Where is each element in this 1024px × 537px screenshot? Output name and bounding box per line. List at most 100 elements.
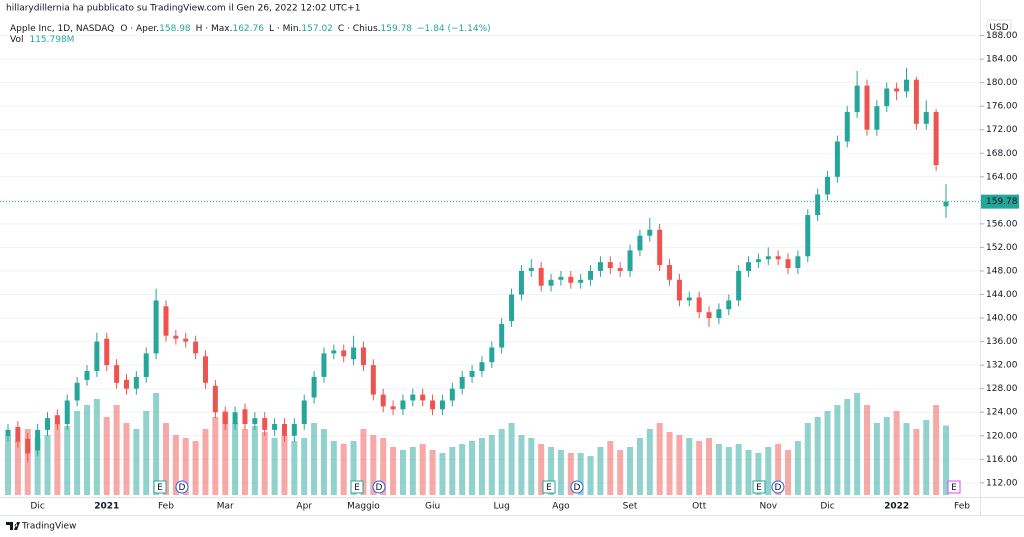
volume-bar xyxy=(834,405,841,495)
volume-bar xyxy=(686,438,693,495)
volume-bar xyxy=(261,432,268,495)
candle-body xyxy=(252,418,258,425)
candle-body xyxy=(637,235,643,251)
candle-body xyxy=(380,394,386,407)
volume-bar xyxy=(459,444,466,495)
close-label: C · Chius. xyxy=(338,24,381,34)
y-tick-label: 184.00 xyxy=(986,55,1018,65)
x-tick-label: Nov xyxy=(759,502,777,512)
x-tick-label: Ago xyxy=(552,502,570,512)
y-tick-label: 180.00 xyxy=(986,78,1018,88)
event-label: D xyxy=(376,483,383,493)
candle-body xyxy=(696,297,702,313)
high-value: 162.76 xyxy=(232,24,264,34)
candle-body xyxy=(479,362,485,372)
y-tick-label: 144.00 xyxy=(986,290,1018,300)
volume-bar xyxy=(854,393,861,495)
candle-body xyxy=(74,382,80,401)
candle-body xyxy=(114,365,120,383)
candle-body xyxy=(825,176,831,195)
candle-body xyxy=(370,365,376,395)
x-tick-label: 2022 xyxy=(884,502,909,512)
volume-bar xyxy=(518,435,525,495)
x-tick-label: Lug xyxy=(494,502,510,512)
volume-bar xyxy=(745,450,752,495)
x-tick-label: Mar xyxy=(217,502,234,512)
candle-body xyxy=(25,438,31,454)
candle-body xyxy=(133,376,139,389)
volume-bar xyxy=(755,453,762,495)
volume-bar xyxy=(370,435,377,495)
volume-bar xyxy=(202,429,209,495)
volume-bar xyxy=(785,450,792,495)
event-label: D xyxy=(574,483,581,493)
volume-bar xyxy=(390,447,397,495)
candle-body xyxy=(321,353,327,377)
currency-box[interactable] xyxy=(986,19,1012,35)
volume-bar xyxy=(5,435,11,495)
y-tick-label: 124.00 xyxy=(986,408,1018,418)
candle-body xyxy=(202,356,208,383)
y-tick-label: 140.00 xyxy=(986,314,1018,324)
volume-bar xyxy=(943,425,949,495)
volume-bar xyxy=(538,444,545,495)
volume-bar xyxy=(864,405,871,495)
volume-bar xyxy=(557,450,564,495)
volume-bar xyxy=(192,441,199,495)
candle-body xyxy=(5,429,11,436)
candle-body xyxy=(815,194,821,216)
y-tick-label: 188.00 xyxy=(986,31,1018,41)
candle-body xyxy=(716,309,722,319)
earnings-marker xyxy=(947,480,961,494)
y-tick-label: 132.00 xyxy=(986,361,1018,371)
volume-bar xyxy=(933,405,940,495)
earnings-marker xyxy=(542,480,556,494)
candle-body xyxy=(657,229,663,266)
candle-body xyxy=(538,268,544,286)
x-tick-label: Set xyxy=(623,502,638,512)
candle-body xyxy=(281,424,287,436)
event-label: E xyxy=(354,483,360,493)
candle-body xyxy=(854,85,860,113)
candle-body xyxy=(459,376,465,389)
candle-body xyxy=(104,338,110,366)
candle-body xyxy=(736,270,742,301)
volume-legend: Vol 115.798M xyxy=(10,35,74,45)
volume-bar xyxy=(311,423,318,495)
candle-body xyxy=(64,400,70,425)
y-tick-label: 156.00 xyxy=(986,219,1018,229)
low-value: 157.02 xyxy=(301,24,333,34)
candle-body xyxy=(489,347,495,363)
volume-bar xyxy=(923,420,930,495)
event-label: D xyxy=(775,483,782,493)
y-tick-label: 136.00 xyxy=(986,337,1018,347)
volume-bar xyxy=(794,441,801,495)
volume-bar xyxy=(113,405,120,495)
y-tick-label: 164.00 xyxy=(986,172,1018,182)
volume-bar xyxy=(646,429,653,495)
volume-bar xyxy=(212,417,219,495)
x-tick-label: Maggio xyxy=(347,502,380,512)
volume-bar xyxy=(577,453,584,495)
candle-body xyxy=(676,279,682,301)
volume-bar xyxy=(488,435,495,495)
volume-bar xyxy=(814,417,821,495)
dividend-marker xyxy=(372,480,386,494)
candle-body xyxy=(44,418,50,430)
last-price-label: 159.78 xyxy=(986,197,1018,207)
volume-bar xyxy=(103,417,110,495)
candle-body xyxy=(272,424,278,430)
candle-body xyxy=(775,256,781,260)
candle-body xyxy=(894,88,900,92)
volume-bar xyxy=(162,423,169,495)
volume-bar xyxy=(399,450,406,495)
x-tick-label: Ott xyxy=(692,502,707,512)
volume-bar xyxy=(478,438,485,495)
volume-bar xyxy=(567,453,574,495)
candle-body xyxy=(933,112,939,166)
volume-title: Vol xyxy=(10,35,23,45)
candle-body xyxy=(805,215,811,257)
candle-body xyxy=(222,412,228,425)
volume-bar xyxy=(913,429,920,495)
